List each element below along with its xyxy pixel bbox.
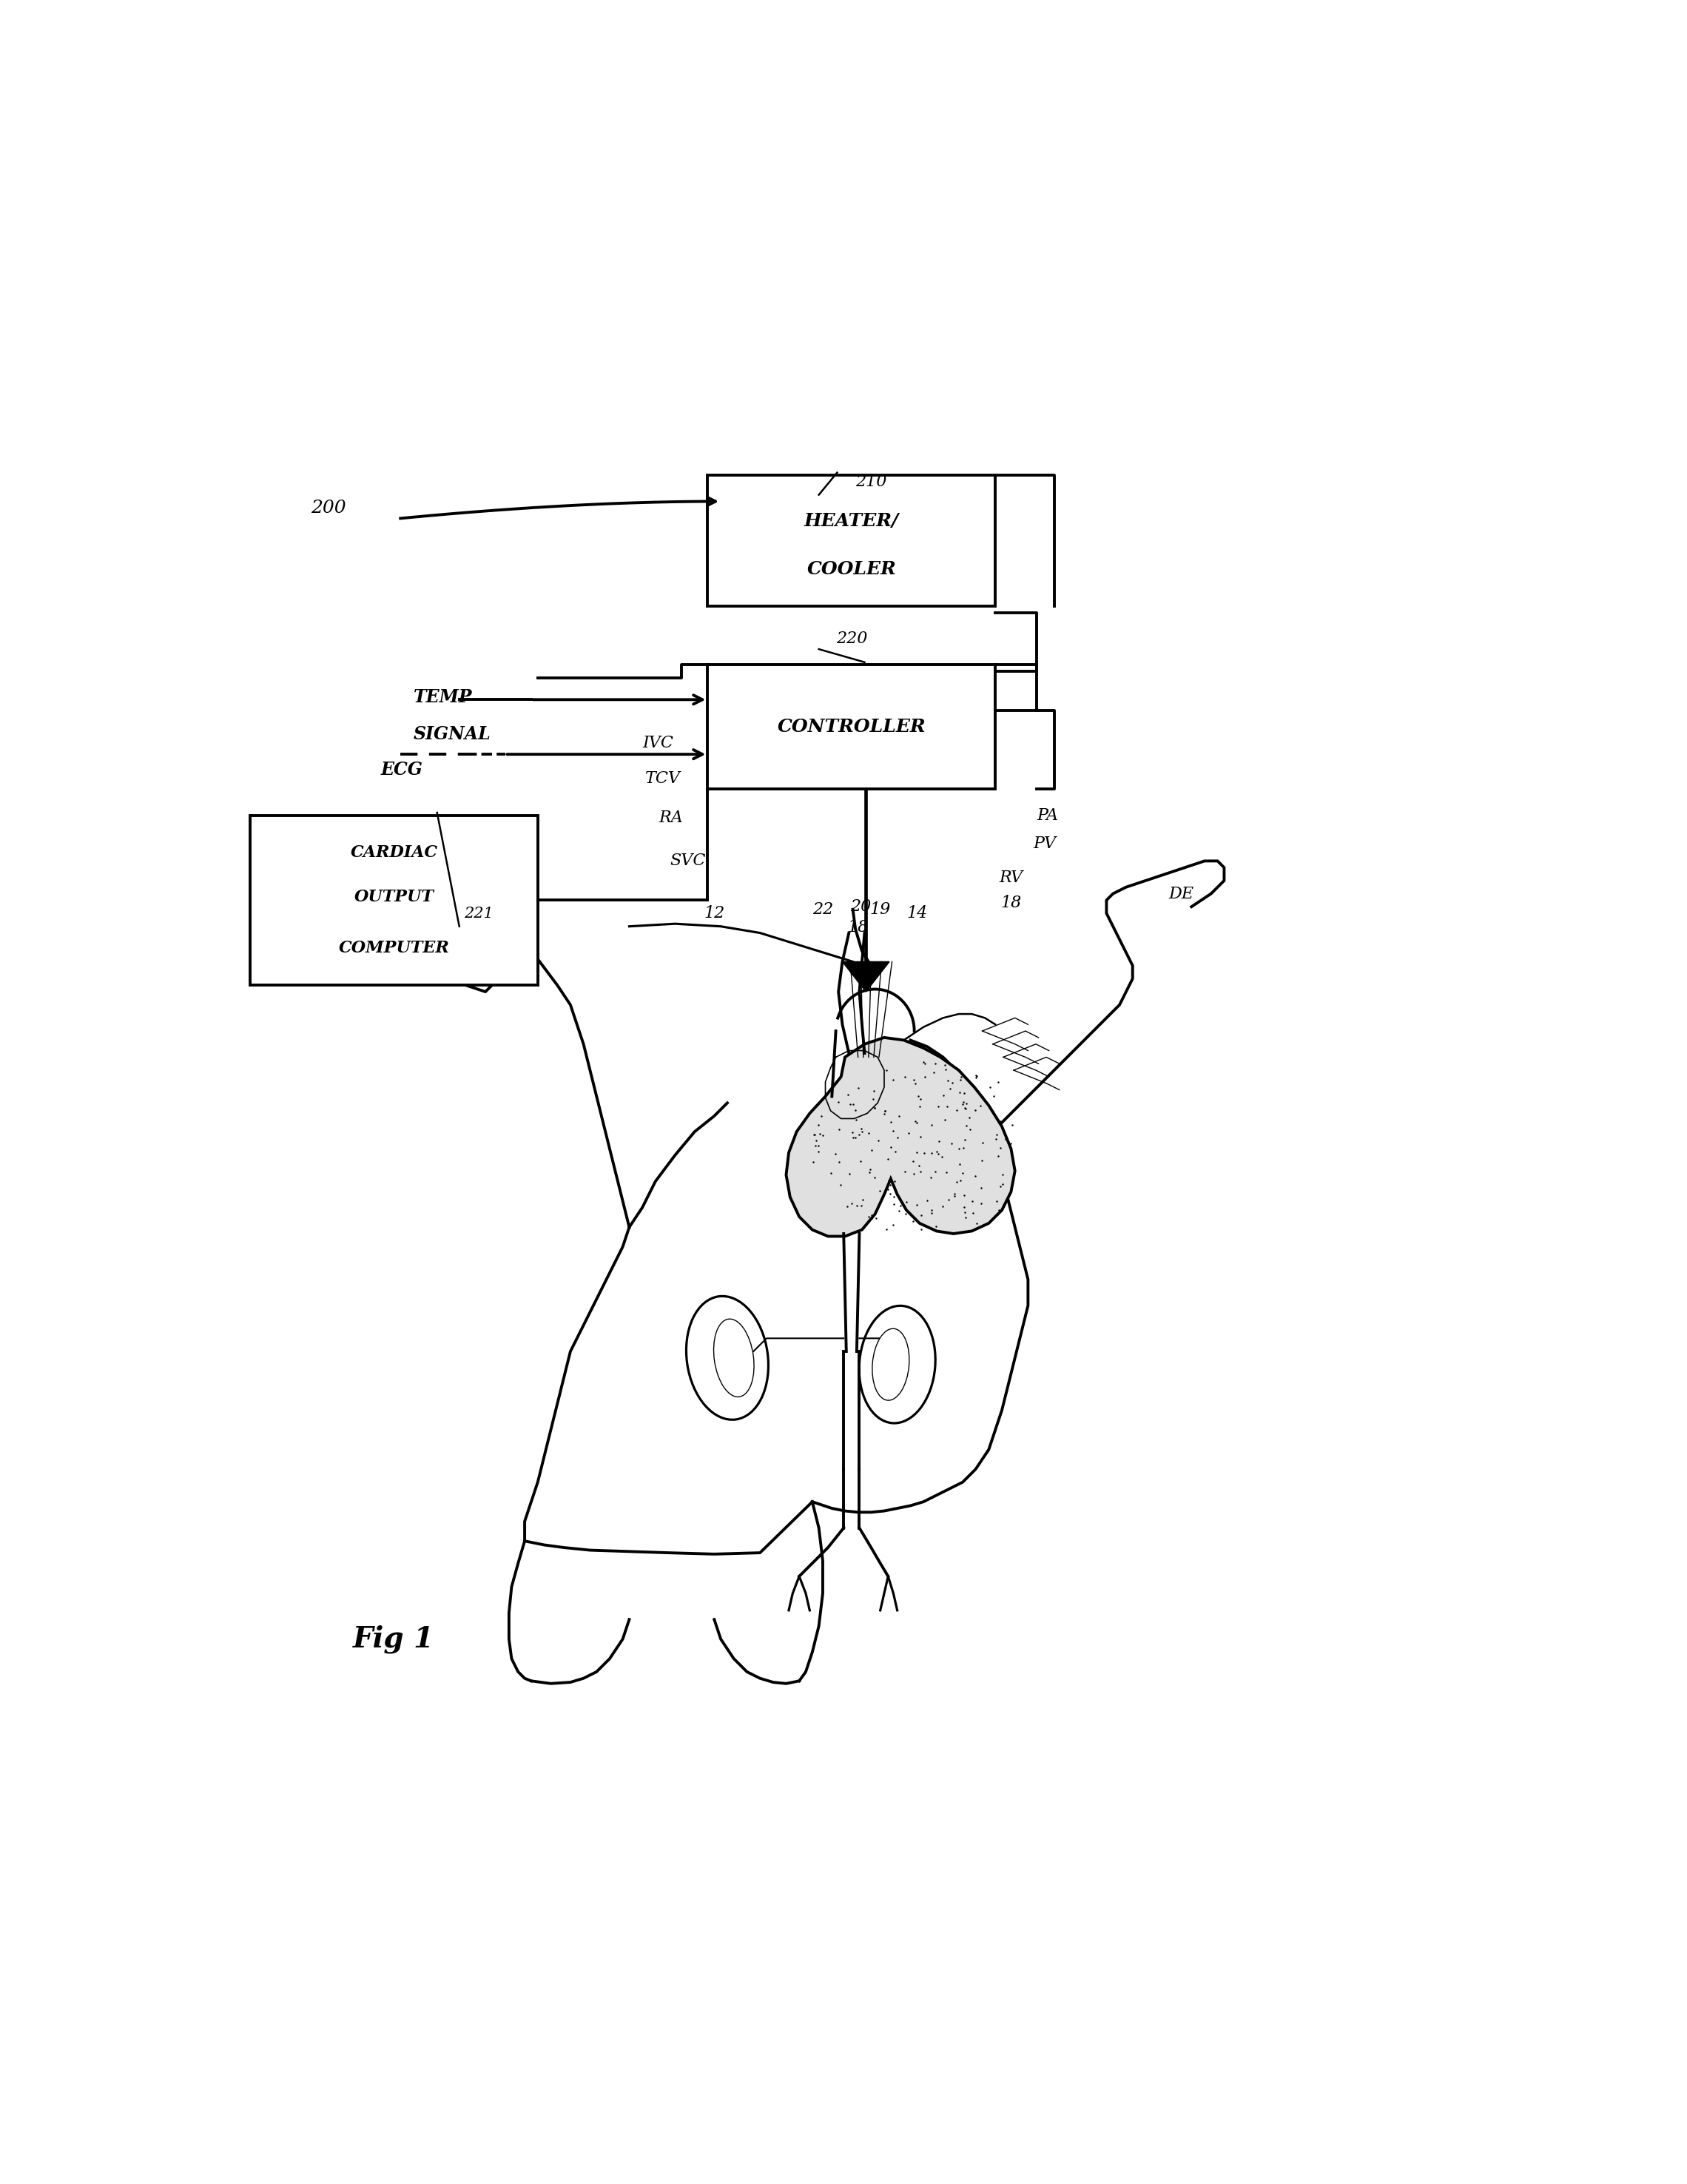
Text: COMPUTER: COMPUTER <box>339 939 449 957</box>
Text: TEMP: TEMP <box>413 688 472 705</box>
Text: 12: 12 <box>703 904 725 922</box>
Text: HEATER/: HEATER/ <box>805 511 899 531</box>
Text: COOLER: COOLER <box>806 561 896 579</box>
Text: DE: DE <box>1169 885 1194 902</box>
Text: OUTPUT: OUTPUT <box>354 889 434 904</box>
Text: RV: RV <box>999 869 1022 887</box>
Text: CARDIAC: CARDIAC <box>351 845 437 860</box>
Text: 19: 19 <box>870 902 891 917</box>
Text: 22: 22 <box>813 902 833 917</box>
Bar <box>250 815 538 985</box>
Text: 18: 18 <box>1000 895 1021 911</box>
Text: 18: 18 <box>847 919 869 935</box>
Polygon shape <box>842 961 889 992</box>
Bar <box>709 476 995 605</box>
Ellipse shape <box>859 1306 935 1424</box>
Ellipse shape <box>872 1328 909 1400</box>
Text: 221: 221 <box>464 906 494 919</box>
Text: IVC: IVC <box>643 736 673 751</box>
Text: 200: 200 <box>310 500 346 515</box>
Text: Fig 1: Fig 1 <box>353 1625 435 1653</box>
Bar <box>709 664 995 788</box>
Text: 220: 220 <box>835 631 867 646</box>
Text: CONTROLLER: CONTROLLER <box>778 719 926 736</box>
Text: 14: 14 <box>906 904 928 922</box>
Ellipse shape <box>687 1295 768 1420</box>
Text: SIGNAL: SIGNAL <box>413 725 491 743</box>
Text: RA: RA <box>660 810 683 826</box>
Polygon shape <box>786 1037 1016 1236</box>
Text: PA: PA <box>1038 808 1058 823</box>
Ellipse shape <box>714 1319 754 1398</box>
Text: TCV: TCV <box>646 771 682 786</box>
Text: 20: 20 <box>850 898 870 915</box>
Text: 210: 210 <box>855 474 887 489</box>
Text: PV: PV <box>1034 836 1056 852</box>
Text: SVC: SVC <box>670 852 705 869</box>
Text: ECG: ECG <box>381 760 423 778</box>
